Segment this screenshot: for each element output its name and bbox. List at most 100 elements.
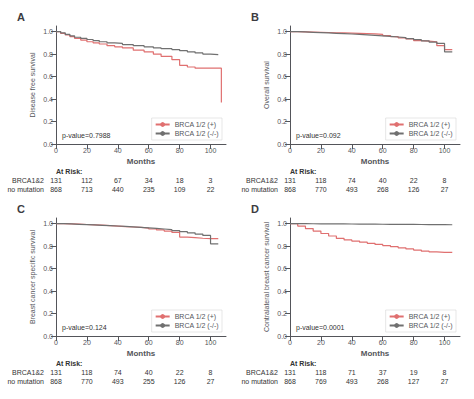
svg-text:22: 22	[176, 369, 184, 376]
svg-text:131: 131	[50, 177, 62, 184]
svg-text:0.0: 0.0	[277, 333, 287, 340]
svg-text:BRCA 1/2 (+): BRCA 1/2 (+)	[175, 313, 216, 321]
svg-text:18: 18	[176, 177, 184, 184]
svg-text:868: 868	[284, 378, 296, 385]
svg-text:493: 493	[346, 186, 358, 193]
svg-text:100: 100	[205, 339, 217, 346]
svg-text:1.0: 1.0	[277, 220, 287, 227]
svg-text:p-value=0.092: p-value=0.092	[296, 132, 341, 140]
svg-text:20: 20	[83, 147, 91, 154]
svg-text:131: 131	[284, 177, 296, 184]
svg-text:40: 40	[379, 177, 387, 184]
svg-text:40: 40	[145, 369, 153, 376]
svg-text:0: 0	[54, 339, 58, 346]
svg-text:no mutation: no mutation	[241, 378, 278, 385]
svg-text:71: 71	[348, 369, 356, 376]
svg-text:118: 118	[315, 177, 326, 184]
svg-text:255: 255	[143, 378, 155, 385]
svg-text:868: 868	[50, 378, 62, 385]
svg-text:40: 40	[348, 147, 356, 154]
svg-text:100: 100	[205, 147, 217, 154]
svg-text:Months: Months	[361, 349, 390, 358]
svg-text:BRCA 1/2 (+): BRCA 1/2 (+)	[409, 121, 450, 129]
svg-text:118: 118	[81, 369, 92, 376]
svg-text:0.8: 0.8	[43, 243, 53, 250]
svg-text:868: 868	[50, 186, 62, 193]
svg-text:27: 27	[441, 378, 449, 385]
svg-text:Months: Months	[361, 157, 390, 166]
svg-text:1.0: 1.0	[277, 28, 287, 35]
svg-text:0.6: 0.6	[277, 73, 287, 80]
svg-text:40: 40	[114, 147, 122, 154]
svg-text:0.4: 0.4	[277, 288, 287, 295]
svg-text:37: 37	[379, 369, 387, 376]
svg-text:770: 770	[81, 378, 93, 385]
svg-text:80: 80	[176, 147, 184, 154]
svg-text:769: 769	[315, 378, 327, 385]
svg-text:493: 493	[112, 378, 124, 385]
svg-text:p-value=0.0001: p-value=0.0001	[296, 324, 345, 332]
svg-text:8: 8	[443, 177, 447, 184]
svg-text:40: 40	[348, 339, 356, 346]
svg-text:80: 80	[176, 339, 184, 346]
svg-text:20: 20	[83, 339, 91, 346]
svg-text:126: 126	[174, 378, 186, 385]
svg-text:3: 3	[209, 177, 213, 184]
svg-text:At Risk:: At Risk:	[290, 360, 316, 367]
svg-text:40: 40	[114, 339, 122, 346]
svg-text:BRCA 1/2 (+): BRCA 1/2 (+)	[175, 121, 216, 129]
svg-text:BRCA 1/2 (-/-): BRCA 1/2 (-/-)	[409, 322, 453, 330]
svg-text:0: 0	[54, 147, 58, 154]
svg-text:100: 100	[439, 147, 451, 154]
svg-text:0.2: 0.2	[43, 118, 53, 125]
svg-text:0.6: 0.6	[277, 265, 287, 272]
svg-text:27: 27	[441, 186, 449, 193]
svg-text:BRCA 1/2 (-/-): BRCA 1/2 (-/-)	[175, 322, 219, 330]
svg-text:34: 34	[145, 177, 153, 184]
svg-text:27: 27	[207, 378, 215, 385]
svg-text:BRCA1&2: BRCA1&2	[12, 369, 44, 376]
svg-text:74: 74	[114, 369, 122, 376]
svg-text:no mutation: no mutation	[7, 378, 44, 385]
svg-text:0.0: 0.0	[277, 141, 287, 148]
svg-text:112: 112	[81, 177, 92, 184]
svg-text:20: 20	[317, 339, 325, 346]
svg-text:67: 67	[114, 177, 122, 184]
svg-text:770: 770	[315, 186, 327, 193]
svg-text:At Risk:: At Risk:	[290, 168, 316, 175]
svg-text:B: B	[251, 11, 259, 23]
svg-text:22: 22	[410, 177, 418, 184]
svg-text:Overall survival: Overall survival	[263, 61, 270, 109]
svg-text:1.0: 1.0	[43, 220, 53, 227]
svg-text:0.2: 0.2	[277, 310, 287, 317]
svg-text:BRCA 1/2 (-/-): BRCA 1/2 (-/-)	[409, 130, 453, 138]
svg-text:60: 60	[145, 339, 153, 346]
svg-text:0.6: 0.6	[43, 265, 53, 272]
svg-text:868: 868	[284, 186, 296, 193]
svg-text:Months: Months	[127, 349, 156, 358]
svg-text:0: 0	[288, 339, 292, 346]
svg-text:0.2: 0.2	[43, 310, 53, 317]
svg-text:At Risk:: At Risk:	[56, 360, 82, 367]
svg-text:440: 440	[112, 186, 124, 193]
svg-text:268: 268	[377, 378, 389, 385]
svg-text:0.4: 0.4	[43, 288, 53, 295]
svg-text:268: 268	[377, 186, 389, 193]
svg-text:BRCA1&2: BRCA1&2	[12, 177, 44, 184]
svg-text:74: 74	[348, 177, 356, 184]
svg-text:Months: Months	[127, 157, 156, 166]
svg-text:0.4: 0.4	[277, 96, 287, 103]
svg-text:C: C	[17, 203, 25, 215]
svg-text:109: 109	[174, 186, 186, 193]
svg-text:118: 118	[315, 369, 326, 376]
svg-text:126: 126	[408, 186, 420, 193]
svg-text:100: 100	[439, 339, 451, 346]
svg-text:no mutation: no mutation	[241, 186, 278, 193]
svg-text:0.2: 0.2	[277, 118, 287, 125]
svg-text:0.8: 0.8	[277, 243, 287, 250]
svg-text:8: 8	[443, 369, 447, 376]
svg-text:713: 713	[81, 186, 93, 193]
svg-text:19: 19	[410, 369, 418, 376]
svg-text:At Risk:: At Risk:	[56, 168, 82, 175]
svg-text:131: 131	[284, 369, 296, 376]
